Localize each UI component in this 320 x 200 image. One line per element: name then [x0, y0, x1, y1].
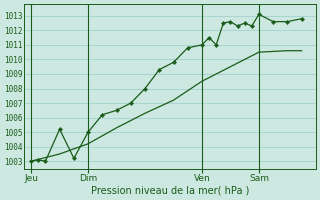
X-axis label: Pression niveau de la mer( hPa ): Pression niveau de la mer( hPa ) — [91, 186, 249, 196]
